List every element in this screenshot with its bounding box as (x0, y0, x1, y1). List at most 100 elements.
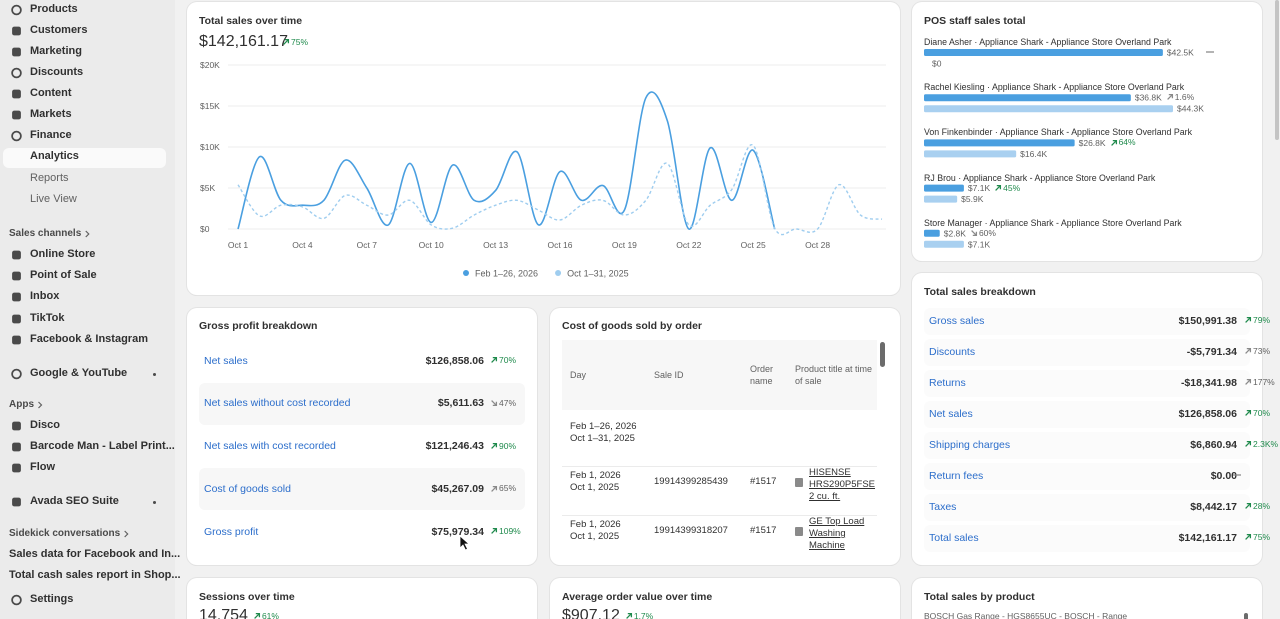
nav-section[interactable]: Apps (9, 398, 34, 410)
change-text: 79% (1253, 315, 1271, 325)
change: 75% (1244, 533, 1270, 542)
product-title[interactable]: HISENSE HRS290P5FSE 2 cu. ft. Refrigerat… (809, 467, 876, 502)
change-text: 70% (499, 355, 517, 365)
metric-link[interactable]: Taxes (929, 500, 957, 513)
metric-amount: $121,246.43 (425, 440, 484, 453)
trend-arrow (491, 442, 498, 449)
metric-link[interactable]: Gross profit (204, 525, 259, 538)
metric-link[interactable]: Total sales (929, 531, 979, 544)
metric-link[interactable]: Returns (929, 376, 966, 389)
staff-name: Store Manager · Appliance Shark - Applia… (924, 217, 1182, 228)
table-scrollbar (880, 342, 885, 367)
sidebar (0, 0, 175, 619)
trend-arrow (1245, 317, 1252, 324)
metric-amount: $126,858.06 (425, 354, 484, 367)
nav-item[interactable]: TikTok (30, 312, 65, 324)
change: 73% (1244, 347, 1270, 356)
change-text: 75% (1253, 532, 1271, 542)
change: 1.6% (1166, 93, 1194, 102)
nav-item[interactable]: Barcode Man - Label Print... (30, 440, 175, 452)
table-header: Day (570, 370, 587, 380)
change: 61% (253, 612, 279, 619)
card-title: Gross profit breakdown (199, 320, 318, 332)
day-cell: Feb 1, 2026 (570, 519, 621, 530)
nav-subitem[interactable]: Live View (30, 193, 77, 205)
metric-link[interactable]: Gross sales (929, 314, 985, 327)
metric-link[interactable]: Net sales without cost recorded (204, 397, 351, 410)
metric-amount: -$5,791.34 (1186, 345, 1237, 358)
trend-arrow-path (1245, 379, 1252, 386)
nav-subitem[interactable]: Reports (30, 172, 69, 184)
metric-link[interactable]: Discounts (929, 345, 976, 358)
trend-arrow (1245, 410, 1252, 417)
metric-link[interactable]: Net sales (204, 354, 248, 367)
nav-section[interactable]: Sidekick conversations (9, 527, 121, 539)
nav-item[interactable]: Markets (30, 108, 72, 120)
nav-item[interactable]: Total cash sales report in Shop... (9, 569, 181, 581)
nav-item[interactable]: Inbox (30, 290, 60, 302)
product-item: BOSCH Gas Range - HGS8655UC - BOSCH - Ra… (924, 611, 1128, 619)
product-thumb (795, 527, 803, 536)
metric-link[interactable]: Shipping charges (929, 438, 1011, 451)
nav-item[interactable]: Discounts (30, 66, 84, 78)
change: 75% (282, 38, 308, 47)
trend-arrow (1233, 474, 1241, 476)
change: 64% (1110, 138, 1136, 147)
metric-link[interactable]: Cost of goods sold (204, 482, 291, 495)
table-header: Sale ID (654, 370, 684, 380)
change-text: 47% (499, 397, 517, 408)
nav-item[interactable]: Content (30, 87, 72, 99)
nav-item[interactable]: Finance (30, 129, 72, 141)
nav-item[interactable]: Sales data for Facebook and In... (9, 548, 181, 560)
change-text: 1.6% (1174, 92, 1195, 103)
nav-item[interactable]: Disco (30, 419, 60, 431)
change: 65% (490, 484, 516, 493)
change: 177% (1244, 378, 1275, 387)
nav-item[interactable]: Marketing (30, 45, 82, 57)
trend-arrow-path (1245, 410, 1252, 417)
staff-name: Von Finkenbinder · Appliance Shark - App… (924, 127, 1192, 138)
trend-arrow (971, 230, 977, 237)
pos-staff-card (912, 2, 1262, 261)
total-value: $142,161.17 (199, 33, 288, 50)
card-title: Total sales breakdown (924, 286, 1036, 298)
change-text: 2.3K% (1253, 439, 1279, 449)
row-divider (562, 515, 877, 516)
metric-amount: $8,442.17 (1190, 500, 1237, 513)
card-title: POS staff sales total (924, 15, 1026, 27)
table-header: Order name (750, 364, 774, 386)
metric-amount: $142,161.17 (1178, 531, 1237, 544)
change-text: 75% (291, 37, 309, 47)
trend-arrow (1205, 51, 1214, 53)
nav-item[interactable]: Settings (30, 593, 74, 605)
nav-item[interactable]: Analytics (30, 150, 79, 162)
nav-item[interactable]: Avada SEO Suite (30, 495, 119, 507)
order-name[interactable]: #1517 (750, 525, 777, 536)
change-text: 61% (261, 611, 279, 619)
nav-item[interactable]: Facebook & Instagram (30, 333, 148, 345)
change-text: 73% (1253, 346, 1271, 356)
nav-item[interactable]: Flow (30, 461, 56, 473)
metric-link[interactable]: Net sales with cost recorded (204, 440, 336, 453)
nav-selected (3, 148, 166, 168)
trend-arrow-path (491, 528, 498, 535)
card-title: Cost of goods sold by order (562, 320, 703, 332)
product-title[interactable]: GE Top Load Washing Machine GTW585BSVWS (809, 516, 865, 551)
trend-arrow (254, 613, 260, 619)
nav-item[interactable]: Google & YouTube (30, 367, 128, 379)
nav-item[interactable]: Products (30, 3, 78, 15)
nav-item[interactable]: Point of Sale (30, 269, 97, 281)
change-text: 109% (499, 526, 521, 537)
nav-item[interactable]: Online Store (30, 248, 96, 260)
metric-link[interactable]: Net sales (929, 407, 973, 420)
nav-section[interactable]: Sales channels (9, 227, 82, 239)
change: 28% (1244, 502, 1270, 511)
trend-arrow-path (254, 613, 260, 619)
change: 90% (490, 442, 516, 451)
change-text: 28% (1253, 501, 1271, 511)
order-name[interactable]: #1517 (750, 476, 777, 487)
status-dot (153, 500, 156, 504)
nav-item[interactable]: Customers (30, 24, 88, 36)
metric-link[interactable]: Return fees (929, 469, 984, 482)
row-bg (924, 494, 1250, 521)
